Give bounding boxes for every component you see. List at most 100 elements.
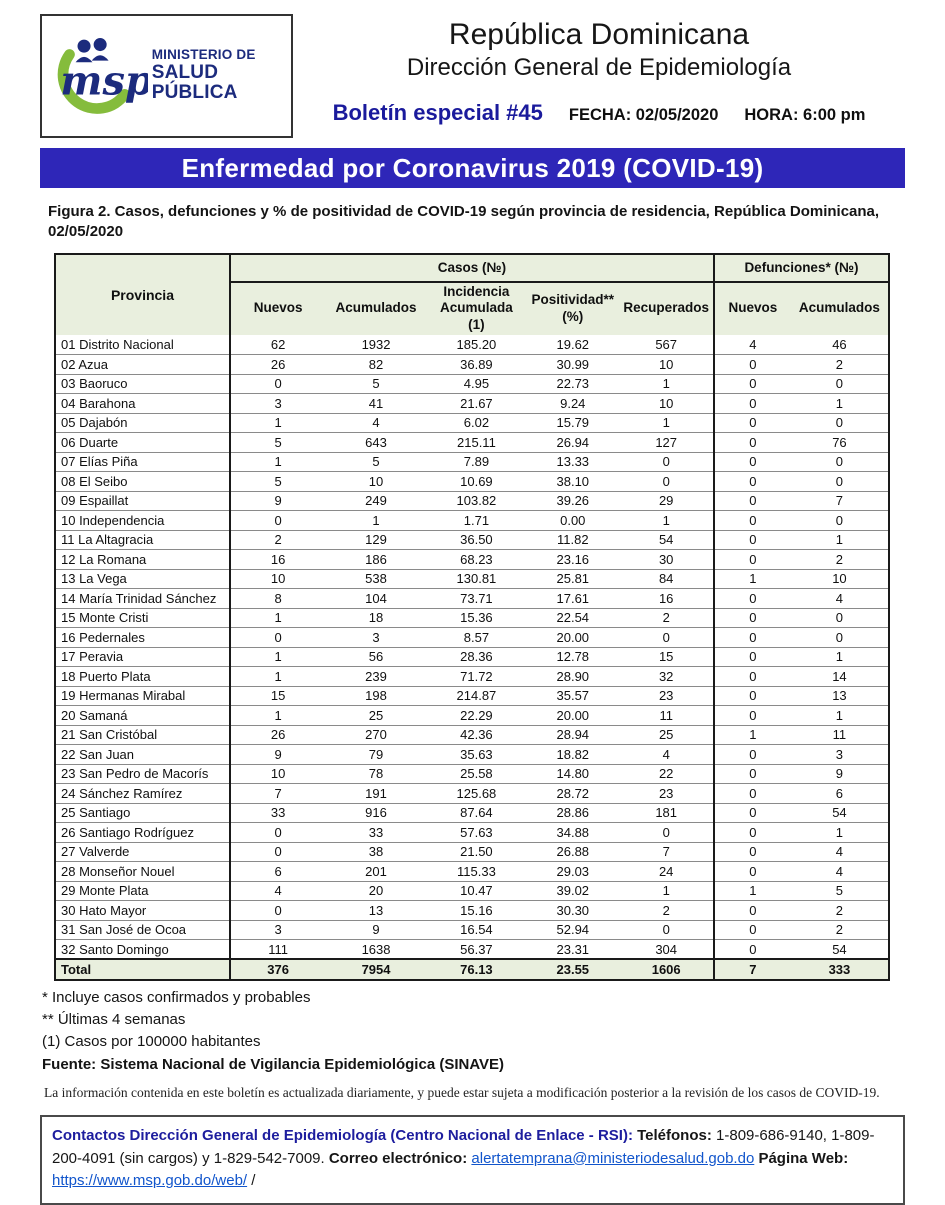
value-cell: 2 bbox=[619, 900, 714, 921]
time-label: HORA: 6:00 pm bbox=[744, 106, 866, 124]
table-row: 05 Dajabón 1 4 6.02 15.79 1 0 0 bbox=[55, 412, 889, 433]
value-cell: 186 bbox=[325, 549, 427, 570]
province-cell: 27 Valverde bbox=[55, 841, 230, 862]
value-cell: 10 bbox=[228, 763, 326, 784]
value-cell: 35.63 bbox=[426, 744, 527, 765]
value-cell: 38 bbox=[325, 841, 427, 862]
province-cell: 06 Duarte bbox=[55, 432, 230, 453]
value-cell: 19.62 bbox=[556, 337, 590, 353]
province-cell: 01 Distrito Nacional bbox=[61, 337, 174, 353]
province-cell: 21 San Cristóbal bbox=[55, 724, 230, 745]
value-cell: 4 bbox=[712, 335, 791, 355]
value-cell: 1 bbox=[790, 646, 889, 667]
web-link[interactable]: https://www.msp.gob.do/web/ bbox=[52, 1172, 248, 1190]
value-cell: 0 bbox=[228, 900, 326, 921]
value-cell: 35.57 bbox=[526, 685, 620, 706]
province-cell: 17 Peravia bbox=[55, 646, 230, 667]
value-cell: 1 bbox=[790, 393, 889, 414]
col-def-acumulados: Acumulados bbox=[790, 281, 889, 336]
contact-title: Contactos Dirección General de Epidemiol… bbox=[52, 1127, 633, 1145]
value-cell: 3 bbox=[325, 627, 427, 648]
table-row: 20 Samaná 1 25 22.29 20.00 11 0 1 bbox=[55, 705, 889, 726]
value-cell: 78 bbox=[325, 763, 427, 784]
value-cell: 643 bbox=[325, 432, 427, 453]
value-cell: 0 bbox=[228, 373, 326, 394]
value-cell: 10 bbox=[619, 393, 714, 414]
figure-caption: Figura 2. Casos, defunciones y % de posi… bbox=[48, 203, 880, 241]
value-cell: 9 bbox=[790, 763, 889, 784]
table-row: 14 María Trinidad Sánchez 8 104 73.71 17.61 1… bbox=[55, 588, 889, 609]
value-cell: 916 bbox=[325, 802, 427, 823]
table-row: 25 Santiago 33 916 87.64 28.86 181 0 54 bbox=[55, 802, 889, 823]
value-cell: 1 bbox=[712, 880, 791, 901]
col-incidencia: Incidencia Acumulada (1) bbox=[426, 281, 527, 336]
value-cell: 38.10 bbox=[526, 471, 620, 492]
value-cell: 6 bbox=[790, 783, 889, 804]
value-cell: 22.54 bbox=[526, 607, 620, 628]
web-label: Página Web: bbox=[758, 1149, 849, 1167]
value-cell: 76 bbox=[790, 432, 889, 453]
province-cell: 03 Baoruco bbox=[55, 373, 230, 394]
country-title: República Dominicana bbox=[448, 18, 750, 51]
province-cell: 07 Elías Piña bbox=[55, 451, 230, 472]
bulletin-number: Boletín especial #45 bbox=[332, 100, 543, 125]
value-cell: 28.94 bbox=[526, 724, 620, 745]
value-cell: 84 bbox=[619, 568, 714, 589]
table-row: 10 Independencia 0 1 1.71 0.00 1 0 0 bbox=[55, 510, 889, 531]
value-cell: 10 bbox=[790, 568, 889, 589]
value-cell: 0 bbox=[228, 822, 326, 843]
value-cell: 54 bbox=[790, 939, 889, 960]
value-cell: 4 bbox=[790, 861, 889, 882]
value-cell: 1.71 bbox=[426, 510, 527, 531]
province-cell: 09 Espaillat bbox=[55, 490, 230, 511]
value-cell: 73.71 bbox=[426, 588, 527, 609]
value-cell: 9 bbox=[228, 744, 326, 765]
value-cell: 7 bbox=[619, 841, 714, 862]
value-cell: 214.87 bbox=[426, 685, 527, 706]
value-cell: 56 bbox=[325, 646, 427, 667]
value-cell: 25 bbox=[619, 724, 714, 745]
province-cell: 20 Samaná bbox=[55, 705, 230, 726]
value-cell: 0 bbox=[619, 451, 714, 472]
value-cell: 0 bbox=[712, 685, 791, 706]
value-cell: 30.30 bbox=[526, 900, 620, 921]
value-cell: 1 bbox=[619, 373, 714, 394]
table-row: 17 Peravia 1 56 28.36 12.78 15 0 1 bbox=[55, 646, 889, 667]
email-link[interactable]: alertatemprana@ministeriodesalud.gob.do bbox=[471, 1149, 755, 1167]
province-cell: 28 Monseñor Nouel bbox=[55, 861, 230, 882]
value-cell: 333 bbox=[790, 958, 889, 981]
value-cell: 10 bbox=[228, 568, 326, 589]
phones-label: Teléfonos: bbox=[637, 1127, 712, 1145]
value-cell: 18 bbox=[325, 607, 427, 628]
value-cell: 56.37 bbox=[426, 939, 527, 960]
value-cell: 2 bbox=[790, 919, 889, 940]
province-cell: 05 Dajabón bbox=[55, 412, 230, 433]
province-cell: 15 Monte Cristi bbox=[55, 607, 230, 628]
value-cell: 1 bbox=[619, 412, 714, 433]
table-row: 30 Hato Mayor 0 13 15.16 30.30 2 0 2 bbox=[55, 900, 889, 921]
value-cell: 22.29 bbox=[426, 705, 527, 726]
value-cell: 29 bbox=[619, 490, 714, 511]
value-cell: 201 bbox=[325, 861, 427, 882]
province-cell: 02 Azua bbox=[55, 354, 230, 375]
value-cell: 115.33 bbox=[426, 861, 527, 882]
value-cell: 42.36 bbox=[426, 724, 527, 745]
group-defunciones: Defunciones* (№) bbox=[712, 253, 889, 283]
value-cell: 0 bbox=[712, 412, 791, 433]
value-cell: 46 bbox=[832, 337, 847, 353]
value-cell: 1 bbox=[712, 724, 791, 745]
value-cell: 538 bbox=[325, 568, 427, 589]
value-cell: 0 bbox=[712, 373, 791, 394]
value-cell: 7 bbox=[790, 490, 889, 511]
value-cell: 2 bbox=[619, 607, 714, 628]
province-cell: 26 Santiago Rodríguez bbox=[55, 822, 230, 843]
value-cell: 239 bbox=[325, 666, 427, 687]
value-cell: 8.57 bbox=[426, 627, 527, 648]
value-cell: 20.00 bbox=[526, 705, 620, 726]
value-cell: 0 bbox=[712, 490, 791, 511]
value-cell: 14.80 bbox=[526, 763, 620, 784]
value-cell: 1 bbox=[228, 412, 326, 433]
value-cell: 25.81 bbox=[526, 568, 620, 589]
province-cell: 10 Independencia bbox=[55, 510, 230, 531]
value-cell: 11 bbox=[619, 705, 714, 726]
